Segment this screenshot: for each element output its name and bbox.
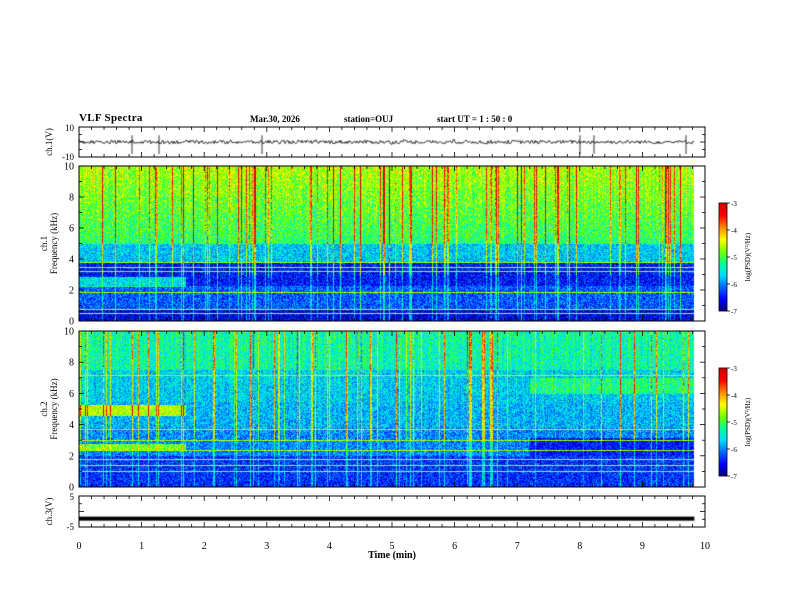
date-label: Mar.30, 2026: [250, 114, 300, 124]
figure-title: VLF Spectra: [79, 112, 143, 124]
ch1-ytick-bottom: -10: [62, 152, 74, 162]
ch1-ylabel-frequency: Frequency (kHz): [49, 213, 59, 274]
ch2-colorbar-tick-label: -4: [731, 392, 737, 400]
ch1-colorbar-tick-label: -3: [731, 200, 737, 208]
ch3-ytick-top: 5: [70, 492, 75, 502]
x-tick-label: 10: [700, 541, 710, 552]
ch1-ytick-top: 10: [65, 123, 75, 133]
x-tick-label: 3: [264, 541, 269, 552]
ch1-colorbar-tick-label: -6: [731, 281, 737, 289]
ch3-ytick-bottom: -5: [67, 522, 75, 532]
ch2-colorbar-label: log(PSD)(V²/Hz): [744, 397, 752, 446]
ch1-colorbar-frame: [718, 202, 728, 312]
ch2-colorbar-frame: [718, 367, 728, 477]
ch1-ylabel-channel: ch.1: [39, 236, 49, 251]
x-tick-label: 0: [77, 541, 82, 552]
x-axis-label: Time (min): [368, 550, 416, 561]
x-tick-label: 2: [202, 541, 207, 552]
x-tick-label: 4: [327, 541, 332, 552]
ch2-colorbar-tick-label: -5: [731, 419, 737, 427]
ch1-colorbar-tick-label: -5: [731, 254, 737, 262]
ch2-colorbar-tick-label: -6: [731, 446, 737, 454]
ch3-waveform-ylabel: ch.3(V): [44, 498, 54, 526]
ch2-colorbar-tick-label: -7: [731, 473, 737, 481]
x-tick-label: 7: [515, 541, 520, 552]
x-tick-label: 1: [139, 541, 144, 552]
ch1-freq-tick-label: 2: [69, 286, 74, 297]
ch2-freq-tick-label: 4: [69, 420, 74, 431]
ch1-colorbar-label: log(PSD)(V²/Hz): [744, 232, 752, 281]
ch2-ylabel-frequency: Frequency (kHz): [49, 378, 59, 439]
ch2-freq-tick-label: 8: [69, 358, 74, 369]
x-tick-label: 6: [452, 541, 457, 552]
x-tick-label: 5: [390, 541, 395, 552]
station-label: station=OUJ: [344, 114, 394, 124]
panel-frame-s2: [78, 330, 706, 488]
ch2-freq-tick-label: 10: [64, 327, 74, 338]
ch2-ylabel-channel: ch.2: [39, 401, 49, 416]
ch2-colorbar-tick-label: -3: [731, 365, 737, 373]
panel-frame-s1: [78, 165, 706, 322]
ch1-colorbar-tick-label: -7: [731, 308, 737, 316]
x-tick-label: 8: [577, 541, 582, 552]
ch1-waveform-ylabel: ch.1(V): [44, 128, 54, 156]
ch2-freq-tick-label: 2: [69, 451, 74, 462]
ch1-freq-tick-label: 10: [64, 162, 74, 173]
ch1-freq-tick-label: 6: [69, 224, 74, 235]
x-tick-label: 9: [640, 541, 645, 552]
ch1-freq-tick-label: 0: [69, 317, 74, 328]
ch1-freq-tick-label: 4: [69, 255, 74, 266]
ch2-freq-tick-label: 6: [69, 389, 74, 400]
start-time-label: start UT = 1 : 50 : 0: [437, 114, 513, 124]
ch2-freq-tick-label: 0: [69, 483, 74, 494]
ch1-colorbar-tick-label: -4: [731, 227, 737, 235]
ch1-freq-tick-label: 8: [69, 193, 74, 204]
